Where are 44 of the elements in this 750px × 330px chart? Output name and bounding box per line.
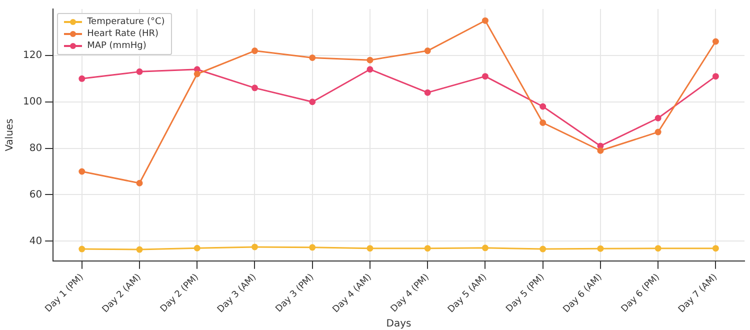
legend-label: Temperature (°C) bbox=[87, 16, 165, 28]
y-tick-label: 100 bbox=[22, 96, 42, 108]
point bbox=[194, 244, 200, 252]
point bbox=[540, 103, 546, 110]
point bbox=[540, 120, 546, 126]
point bbox=[540, 246, 546, 252]
point bbox=[194, 70, 200, 78]
point bbox=[482, 73, 488, 80]
y-tick-label: 120 bbox=[22, 50, 42, 62]
point bbox=[366, 245, 374, 252]
y-axis-title: Values bbox=[4, 118, 16, 152]
point bbox=[252, 244, 258, 250]
point bbox=[424, 48, 431, 54]
legend-label: MAP (mmHg) bbox=[87, 40, 146, 52]
point bbox=[424, 245, 431, 252]
point bbox=[309, 98, 316, 106]
point bbox=[597, 147, 604, 154]
point bbox=[136, 68, 143, 75]
legend-label: Heart Rate (HR) bbox=[87, 28, 159, 40]
point bbox=[252, 48, 258, 54]
x-axis-title: Days bbox=[386, 318, 412, 330]
point bbox=[654, 128, 662, 136]
point bbox=[712, 245, 719, 252]
point bbox=[482, 244, 488, 252]
point bbox=[136, 246, 143, 253]
point bbox=[597, 245, 604, 252]
point bbox=[654, 114, 662, 122]
point bbox=[78, 168, 86, 175]
point bbox=[252, 84, 258, 92]
point bbox=[309, 244, 316, 251]
point bbox=[78, 246, 86, 252]
point bbox=[78, 75, 86, 82]
point bbox=[712, 38, 719, 45]
y-tick-label: 60 bbox=[29, 189, 42, 200]
point bbox=[654, 245, 662, 252]
point bbox=[366, 56, 374, 64]
point bbox=[136, 180, 143, 186]
point bbox=[712, 73, 719, 80]
point bbox=[366, 66, 374, 73]
y-tick-label: 80 bbox=[29, 142, 42, 154]
point bbox=[309, 54, 316, 62]
y-tick-label: 40 bbox=[29, 236, 42, 247]
point bbox=[482, 17, 488, 24]
point bbox=[424, 89, 431, 96]
